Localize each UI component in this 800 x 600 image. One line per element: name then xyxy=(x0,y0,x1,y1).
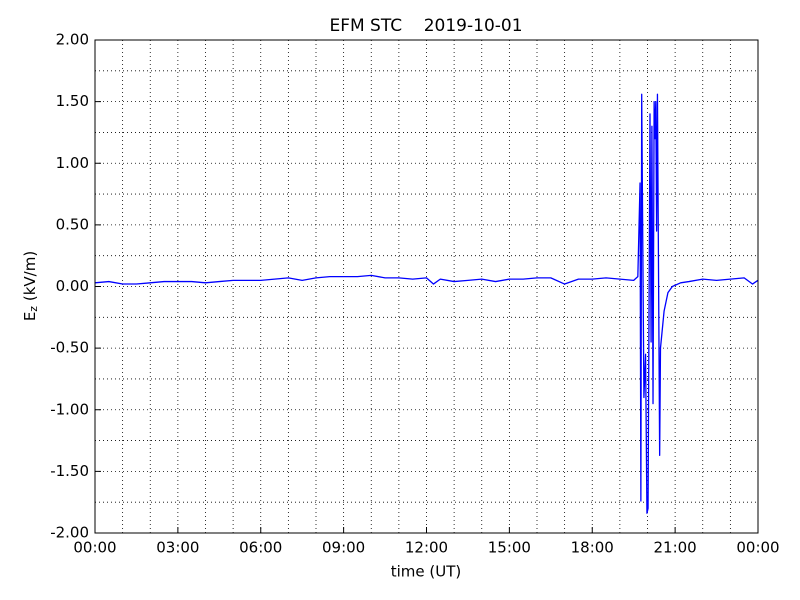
y-label-rest: (kV/m) xyxy=(21,251,39,306)
y-tick-label: -1.00 xyxy=(50,400,89,418)
y-tick-label: 1.00 xyxy=(56,154,89,172)
x-tick-label: 12:00 xyxy=(405,539,448,557)
y-tick-label: 2.00 xyxy=(56,31,89,49)
x-tick-label: 15:00 xyxy=(488,539,531,557)
y-tick-label: -2.00 xyxy=(50,524,89,542)
x-tick-label: 00:00 xyxy=(73,539,116,557)
y-tick-label: 0.00 xyxy=(56,277,89,295)
y-label-base: E xyxy=(21,312,39,321)
x-tick-label: 09:00 xyxy=(322,539,365,557)
y-tick-label: 0.50 xyxy=(56,215,89,233)
y-tick-label: 1.50 xyxy=(56,92,89,110)
chart-title: EFM STC 2019-10-01 xyxy=(329,16,522,36)
y-axis-label: Ez (kV/m) xyxy=(21,251,41,321)
x-tick-label: 03:00 xyxy=(156,539,199,557)
x-tick-label: 21:00 xyxy=(654,539,697,557)
plot-frame xyxy=(94,39,759,534)
x-tick-label: 00:00 xyxy=(736,539,779,557)
x-axis-label: time (UT) xyxy=(391,563,462,581)
y-tick-label: -0.50 xyxy=(50,339,89,357)
x-tick-label: 18:00 xyxy=(571,539,614,557)
x-tick-label: 06:00 xyxy=(239,539,282,557)
data-line xyxy=(94,93,759,514)
y-label-sub: z xyxy=(27,306,40,312)
y-tick-label: -1.50 xyxy=(50,462,89,480)
